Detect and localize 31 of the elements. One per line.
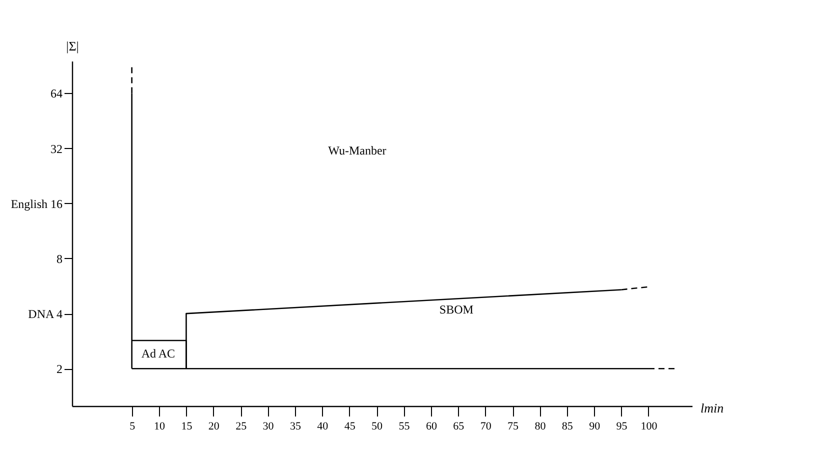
y-axis-title: |Σ| bbox=[66, 38, 79, 54]
x-tick-label: 25 bbox=[236, 420, 248, 432]
x-tick-label: 5 bbox=[130, 420, 136, 432]
x-tick-label: 55 bbox=[398, 420, 410, 432]
x-axis-title: lmin bbox=[700, 400, 724, 416]
x-tick-label: 10 bbox=[154, 420, 166, 432]
x-tick-label: 35 bbox=[290, 420, 302, 432]
x-tick-label: 95 bbox=[616, 420, 628, 432]
y-tick-label: English 16 bbox=[10, 196, 62, 211]
x-tick-label: 65 bbox=[453, 420, 465, 432]
x-tick-label: 20 bbox=[208, 420, 220, 432]
annotation: SBOM bbox=[439, 302, 474, 316]
x-tick-label: 100 bbox=[640, 420, 658, 432]
x-tick-label: 90 bbox=[589, 420, 601, 432]
x-tick-label: 70 bbox=[480, 420, 492, 432]
y-tick-label: 2 bbox=[56, 362, 62, 376]
y-tick-label: 8 bbox=[56, 252, 62, 266]
x-tick-label: 60 bbox=[426, 420, 438, 432]
x-tick-label: 45 bbox=[344, 420, 356, 432]
y-tick-label: DNA 4 bbox=[28, 307, 62, 322]
y-tick-label: 32 bbox=[50, 142, 62, 156]
x-tick-label: 85 bbox=[562, 420, 574, 432]
y-tick-label: 64 bbox=[50, 86, 62, 101]
x-tick-label: 40 bbox=[317, 420, 329, 432]
annotation: Wu-Manber bbox=[328, 144, 386, 158]
x-tick-label: 15 bbox=[181, 420, 193, 432]
x-tick-label: 50 bbox=[372, 420, 384, 432]
x-tick-label: 80 bbox=[534, 420, 546, 432]
annotation: Ad AC bbox=[141, 346, 176, 361]
x-tick-label: 30 bbox=[262, 420, 274, 432]
x-tick-label: 75 bbox=[508, 420, 520, 432]
